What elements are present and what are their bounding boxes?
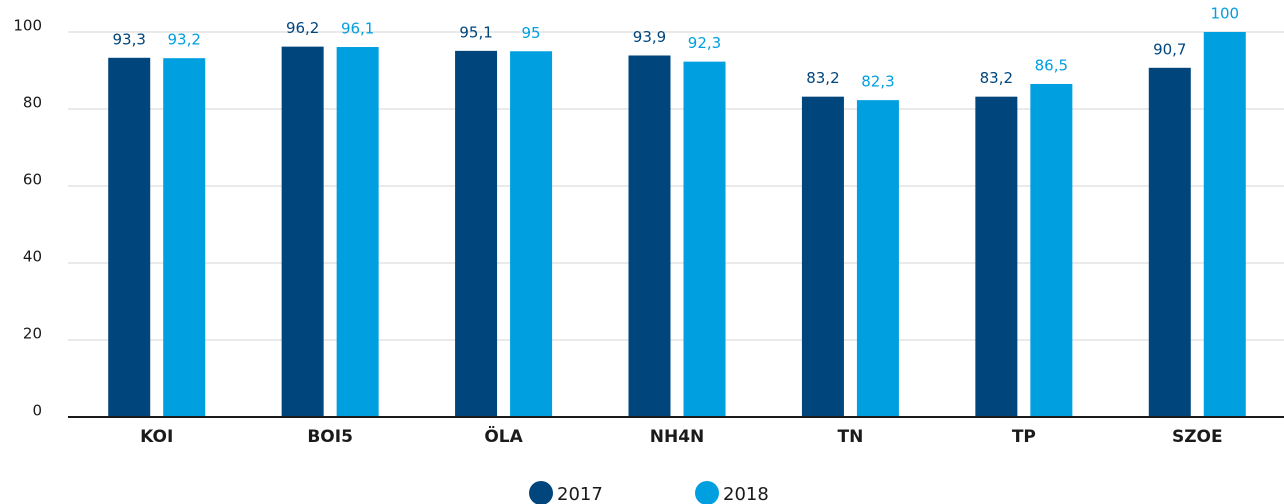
bar <box>336 47 379 417</box>
bar <box>455 50 498 418</box>
x-tick-label: ÖLA <box>484 425 523 447</box>
data-label: 83,2 <box>806 69 839 87</box>
x-tick-label: TP <box>1012 427 1036 447</box>
data-label: 93,2 <box>168 31 201 49</box>
data-label: 95 <box>522 24 541 42</box>
bar <box>510 51 553 417</box>
data-label: 93,9 <box>633 28 666 46</box>
data-label: 92,3 <box>688 34 721 52</box>
bar <box>163 58 206 418</box>
y-tick-label: 80 <box>23 94 42 112</box>
bar <box>1030 83 1073 417</box>
y-tick-label: 20 <box>23 325 42 343</box>
legend-marker <box>529 481 553 504</box>
bar <box>1148 67 1191 418</box>
data-label: 86,5 <box>1035 56 1068 74</box>
bar <box>281 46 324 417</box>
bar <box>856 100 899 418</box>
legend-label: 2018 <box>723 484 769 504</box>
data-label: 95,1 <box>459 23 492 41</box>
y-tick-label: 100 <box>13 17 42 35</box>
legend-marker <box>695 481 719 504</box>
data-label: 90,7 <box>1153 40 1186 58</box>
legend-label: 2017 <box>557 484 603 504</box>
data-label: 100 <box>1210 5 1239 23</box>
x-tick-label: NH4N <box>650 427 705 447</box>
y-tick-label: 40 <box>23 248 42 266</box>
data-label: 82,3 <box>861 73 894 91</box>
bar <box>108 57 151 418</box>
data-label: 83,2 <box>980 69 1013 87</box>
bar <box>683 61 726 418</box>
x-tick-label: KOI <box>140 427 173 447</box>
x-tick-label: TN <box>838 427 864 447</box>
y-tick-label: 0 <box>32 402 42 420</box>
data-label: 96,1 <box>341 20 374 38</box>
bar <box>628 55 671 418</box>
x-tick-label: SZOE <box>1172 427 1223 447</box>
bar <box>975 96 1018 418</box>
bar <box>1203 32 1246 417</box>
data-label: 96,2 <box>286 19 319 37</box>
y-tick-label: 60 <box>23 171 42 189</box>
bar <box>801 96 844 418</box>
x-tick-label: BOI5 <box>307 427 353 447</box>
data-label: 93,3 <box>113 30 146 48</box>
